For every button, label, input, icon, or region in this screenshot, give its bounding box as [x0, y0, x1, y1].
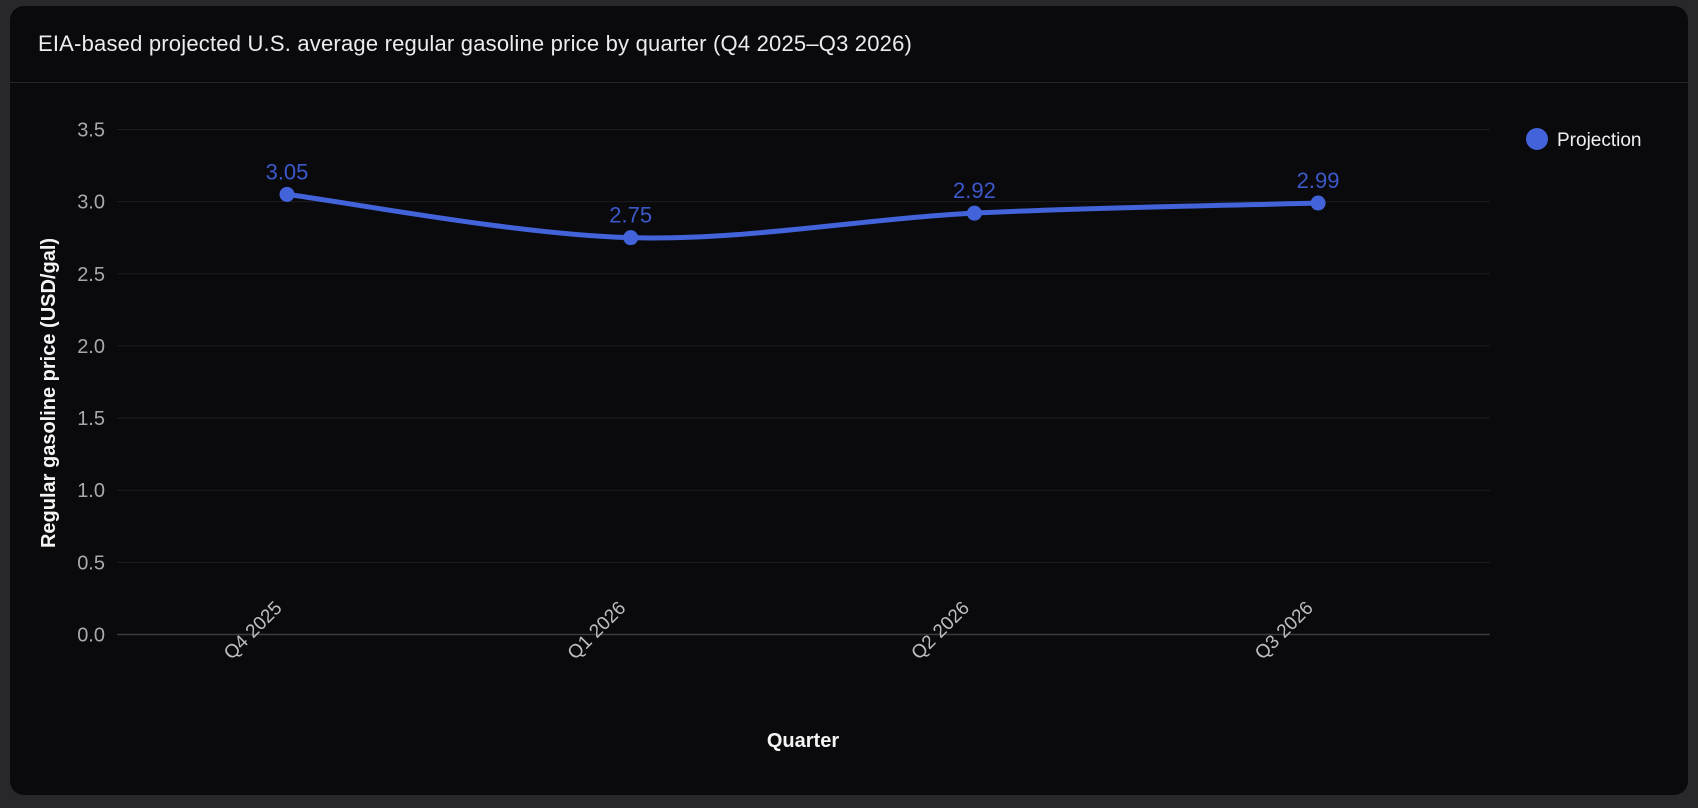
x-axis-title: Quarter [767, 730, 839, 752]
y-tick-label: 3.5 [77, 119, 105, 141]
y-tick-label: 2.5 [77, 264, 105, 286]
data-point[interactable] [279, 186, 295, 202]
data-point[interactable] [966, 205, 982, 221]
y-axis-title: Regular gasoline price (USD/gal) [38, 238, 60, 548]
legend-item[interactable]: Projection [1526, 128, 1642, 151]
y-tick-label: 0.5 [77, 552, 105, 574]
line-chart: 0.0 0.5 1.0 1.5 2.0 2.5 3.0 3.5 Q4 2025 Q1 2026 Q2… [38, 119, 1642, 752]
data-point-label: 2.75 [609, 203, 652, 228]
y-tick-label: 2.0 [77, 336, 105, 358]
y-tick-label: 3.0 [77, 192, 105, 214]
y-tick-label: 1.5 [77, 408, 105, 430]
data-point[interactable] [623, 230, 639, 246]
data-point-label: 3.05 [266, 159, 309, 184]
y-tick-label: 1.0 [77, 480, 105, 502]
chart-card: EIA-based projected U.S. average regular… [10, 6, 1688, 795]
x-tick-label: Q4 2025 [220, 598, 286, 664]
data-point-label: 2.99 [1297, 168, 1340, 193]
y-tick-label: 0.0 [77, 625, 105, 647]
data-point[interactable] [1310, 195, 1326, 211]
x-tick-label: Q3 2026 [1251, 598, 1317, 664]
legend-swatch-icon [1526, 128, 1548, 150]
data-point-label: 2.92 [953, 178, 996, 203]
series-line [284, 191, 1321, 241]
x-tick-label: Q1 2026 [564, 598, 630, 664]
chart-body: 0.0 0.5 1.0 1.5 2.0 2.5 3.0 3.5 Q4 2025 Q1 2026 Q2… [10, 83, 1688, 794]
legend: Projection [1526, 128, 1642, 151]
x-tick-label: Q2 2026 [908, 598, 974, 664]
chart-header: EIA-based projected U.S. average regular… [10, 6, 1688, 83]
chart-title: EIA-based projected U.S. average regular… [38, 31, 913, 56]
legend-label: Projection [1557, 130, 1642, 151]
